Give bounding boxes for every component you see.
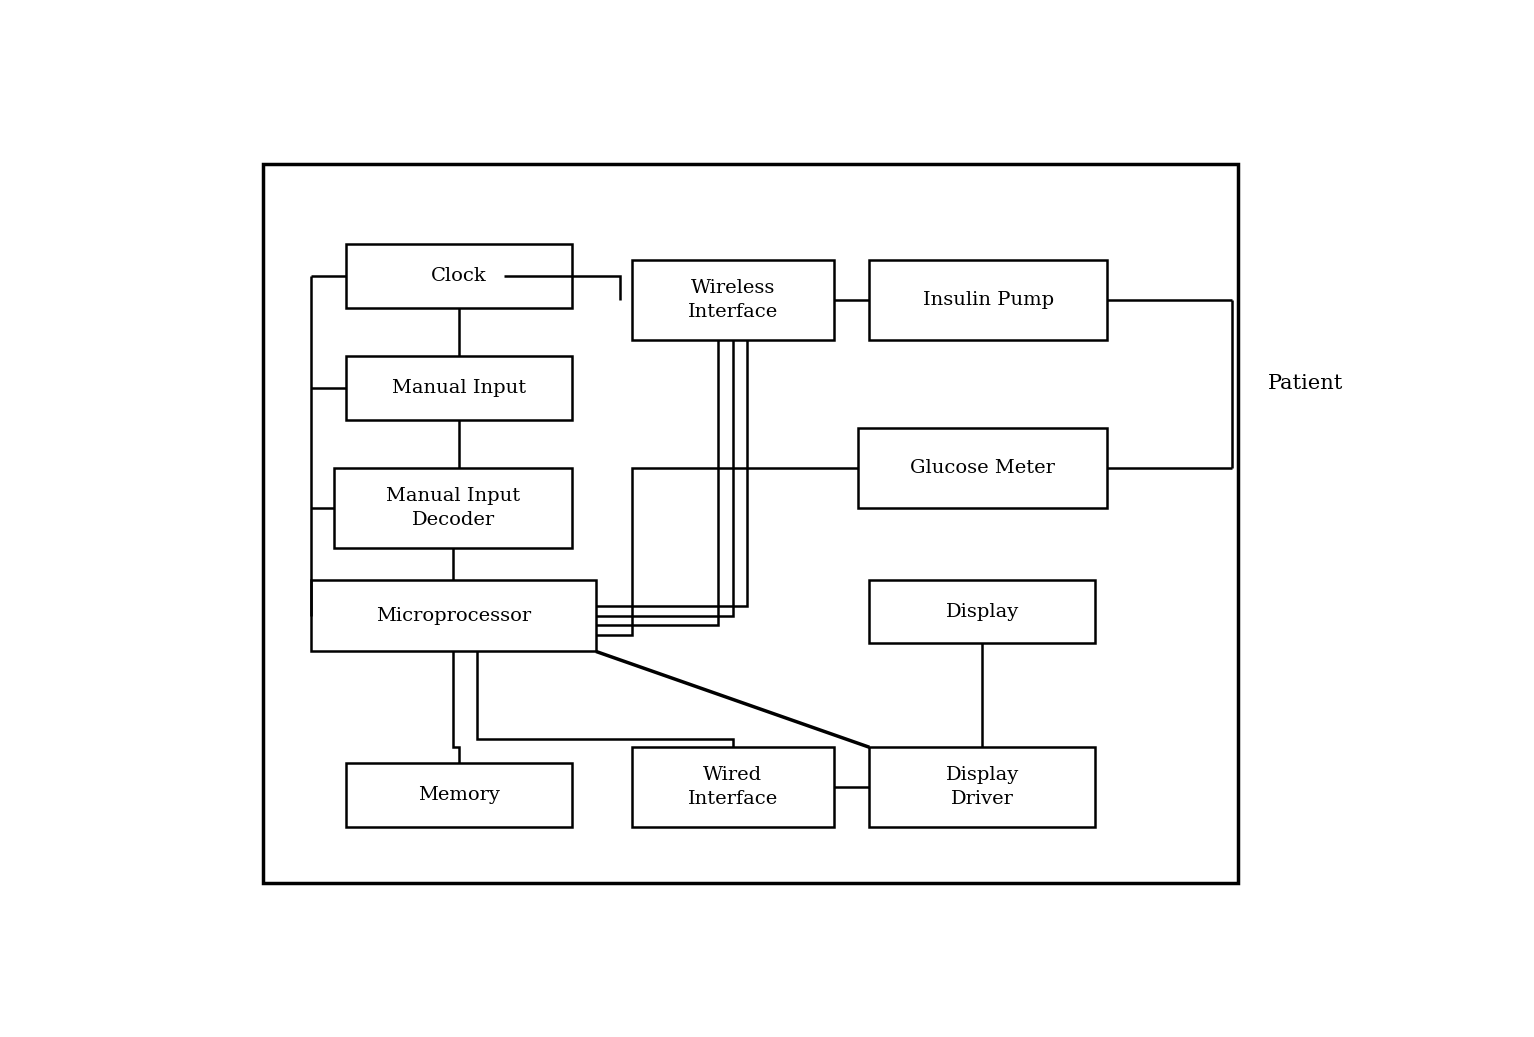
Text: Glucose Meter: Glucose Meter (910, 458, 1055, 477)
Text: Wired
Interface: Wired Interface (687, 766, 778, 808)
FancyBboxPatch shape (632, 748, 834, 828)
FancyBboxPatch shape (347, 763, 572, 828)
FancyBboxPatch shape (347, 245, 572, 308)
FancyBboxPatch shape (858, 428, 1108, 508)
Text: Patient: Patient (1267, 374, 1344, 393)
FancyBboxPatch shape (310, 580, 595, 651)
Text: Display
Driver: Display Driver (945, 766, 1019, 808)
Text: Microprocessor: Microprocessor (376, 607, 531, 624)
FancyBboxPatch shape (347, 356, 572, 420)
Text: Display: Display (945, 602, 1019, 620)
Text: Insulin Pump: Insulin Pump (923, 291, 1054, 309)
FancyBboxPatch shape (334, 468, 572, 548)
Text: Manual Input: Manual Input (393, 379, 526, 397)
Text: Wireless
Interface: Wireless Interface (687, 279, 778, 320)
FancyBboxPatch shape (870, 580, 1095, 643)
FancyBboxPatch shape (870, 748, 1095, 828)
FancyBboxPatch shape (632, 260, 834, 340)
Text: Memory: Memory (419, 786, 500, 804)
FancyBboxPatch shape (870, 260, 1108, 340)
Text: Manual Input
Decoder: Manual Input Decoder (387, 487, 520, 529)
Text: Clock: Clock (431, 268, 488, 285)
